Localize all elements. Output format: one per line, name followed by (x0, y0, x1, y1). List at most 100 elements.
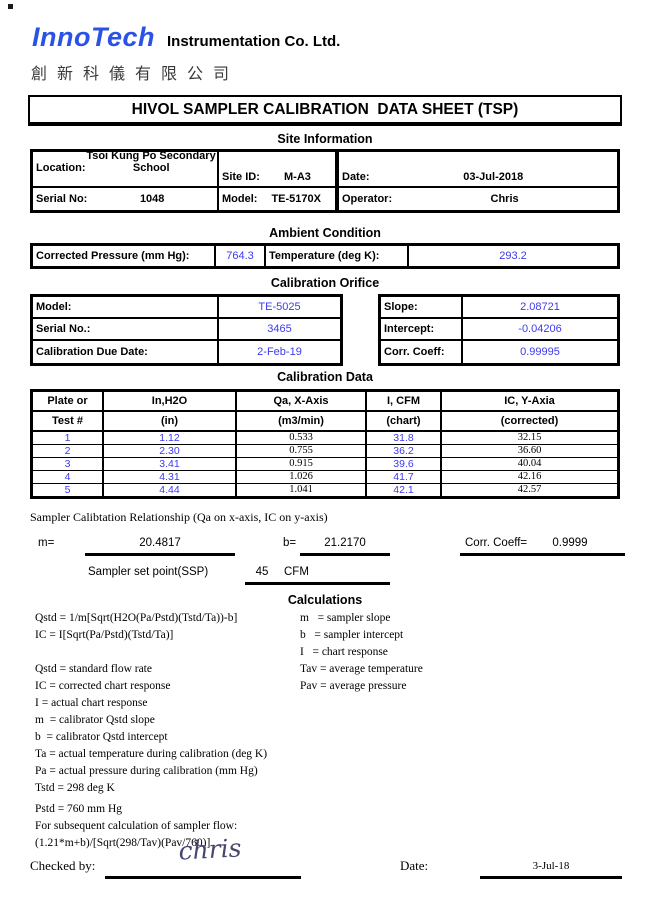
formula-line: (1.21*m+b)/[Sqrt(298/Tav)(Pav/760)] (35, 837, 211, 849)
definition-line: I = actual chart response (35, 697, 148, 709)
sheet-title: HIVOL SAMPLER CALIBRATION DATA SHEET (TS… (131, 100, 519, 118)
operator-label: Operator: (342, 193, 393, 205)
cell-qa: 0.915 (237, 458, 367, 470)
orifice-left-table: Model: TE-5025 Serial No.: 3465 Calibrat… (30, 294, 343, 366)
definition-line: b = sampler intercept (300, 629, 404, 641)
serial-no-cell: Serial No: 1048 (33, 188, 219, 210)
cell-qa: 1.041 (237, 484, 367, 496)
orifice-due-date-label: Calibration Due Date: (36, 346, 148, 358)
b-label: b= (283, 537, 297, 549)
table-row: Serial No.: 3465 (33, 319, 340, 341)
model-value: TE-5170X (271, 193, 321, 205)
blank-line (35, 644, 300, 661)
corr-coeff-result-label: Corr. Coeff= (465, 537, 528, 549)
calculations-right-column: m = sampler slope b = sampler intercept … (300, 610, 580, 695)
cell-i-cfm: 42.1 (367, 484, 442, 496)
relationship-title: Sampler Calibtation Relationship (Qa on … (30, 510, 328, 524)
cell-in-h2o: 1.12 (104, 432, 237, 444)
cell-ic: 36.60 (517, 445, 542, 456)
definition-line: IC = corrected chart response (35, 680, 171, 692)
pressure-value: 764.3 (226, 250, 254, 262)
sampler-set-point-unit: CFM (284, 566, 309, 578)
slope-label: Slope: (384, 301, 418, 313)
cell-in-h2o: 3.41 (104, 458, 237, 470)
date-value: 03-Jul-2018 (463, 171, 524, 183)
calculations-left-column: Qstd = 1/m[Sqrt(H2O(Pa/Pstd)(Tstd/Ta))-b… (35, 610, 300, 797)
serial-no-label: Serial No: (36, 193, 88, 205)
site-id-label: Site ID: (222, 171, 260, 183)
site-id-value: M-A3 (284, 171, 311, 183)
section-title-calibration-data: Calibration Data (277, 370, 373, 384)
sampler-set-point-value: 45 (255, 566, 269, 578)
location-line2: Location: School (33, 162, 217, 174)
cell-i-cfm: 31.8 (367, 432, 442, 444)
cell-in-h2o: 2.30 (104, 445, 237, 457)
signature: chris (177, 833, 243, 866)
section-title-site-information: Site Information (277, 132, 373, 146)
definition-line: b = calibrator Qstd intercept (35, 731, 168, 743)
site-id-cell: Site ID: M-A3 (219, 152, 339, 186)
company-name: Instrumentation Co. Ltd. (167, 33, 341, 50)
operator-value: Chris (490, 193, 519, 205)
table-header-row: Plate or In,H2O Qa, X-Axis I, CFM IC, Y-… (33, 392, 617, 412)
cell-test: 1 (33, 432, 104, 444)
scan-speck (8, 4, 13, 9)
m-value: 20.4817 (139, 537, 181, 549)
formula-line: IC = I[Sqrt(Pa/Pstd)(Tstd/Ta)] (35, 629, 174, 641)
note-line: For subsequent calculation of sampler fl… (35, 820, 238, 832)
sampler-set-point-underline (245, 582, 390, 585)
company-header: InnoTech Instrumentation Co. Ltd. (32, 22, 340, 53)
corr-coeff-label: Corr. Coeff: (384, 346, 445, 358)
table-row: Intercept: -0.04206 (381, 319, 617, 341)
cell-ic: 42.16 (517, 471, 542, 482)
definition-line: Qstd = standard flow rate (35, 663, 152, 675)
calculations-footer: Pstd = 760 mm Hg For subsequent calculat… (35, 801, 435, 852)
definition-line: Pa = actual pressure during calibration … (35, 765, 258, 777)
table-row: Calibration Due Date: 2-Feb-19 (33, 341, 340, 363)
cell-test: 4 (33, 471, 104, 483)
cell-test: 5 (33, 484, 104, 496)
date-label: Date: (342, 171, 370, 183)
section-title-calculations: Calculations (287, 593, 363, 607)
column-header: Plate or (33, 392, 104, 410)
cell-test: 3 (33, 458, 104, 470)
sampler-set-point-label: Sampler set point(SSP) (88, 566, 209, 578)
temperature-value: 293.2 (499, 250, 527, 262)
column-header: Qa, X-Axis (237, 392, 367, 410)
signoff-date-label: Date: (400, 858, 429, 873)
definition-line: Tav = average temperature (300, 663, 423, 675)
checked-by-label: Checked by: (30, 858, 96, 873)
model-label: Model: (222, 193, 258, 205)
table-row: 3 3.41 0.915 39.6 40.04 (33, 458, 617, 471)
column-header: (chart) (367, 412, 442, 430)
table-row: Corr. Coeff: 0.99995 (381, 341, 617, 363)
corr-coeff-underline (460, 553, 625, 556)
orifice-serial-label: Serial No.: (36, 323, 91, 335)
slope-value: 2.08721 (520, 301, 560, 313)
table-header-row: Test # (in) (m3/min) (chart) (corrected) (33, 412, 617, 432)
definition-line: m = sampler slope (300, 612, 391, 624)
site-information-table: Tsoi Kung Po Secondary Location: School … (30, 149, 620, 213)
orifice-model-label: Model: (36, 301, 72, 313)
pressure-label-cell: Corrected Pressure (mm Hg): (33, 246, 216, 266)
checked-by-underline (105, 876, 301, 879)
column-header: Test # (33, 412, 104, 430)
sheet-title-box: HIVOL SAMPLER CALIBRATION DATA SHEET (TS… (28, 95, 622, 126)
table-row: Serial No: 1048 Model: TE-5170X Operator… (33, 188, 617, 210)
temperature-value-cell: 293.2 (409, 246, 617, 266)
b-value: 21.2170 (324, 537, 366, 549)
table-row: Tsoi Kung Po Secondary Location: School … (33, 150, 617, 188)
company-logo: InnoTech (32, 22, 155, 52)
table-row: 1 1.12 0.533 31.8 32.15 (33, 432, 617, 445)
signoff-date-underline (480, 876, 622, 879)
cell-i-cfm: 41.7 (367, 471, 442, 483)
section-title-calibration-orifice: Calibration Orifice (270, 276, 380, 290)
cell-ic: 40.04 (517, 458, 542, 469)
signoff-date-value: 3-Jul-18 (532, 860, 570, 872)
serial-no-value: 1048 (139, 193, 165, 205)
company-name-chinese: 創新科儀有限公司 (31, 66, 240, 83)
table-row: 2 2.30 0.755 36.2 36.60 (33, 445, 617, 458)
table-row: Slope: 2.08721 (381, 297, 617, 319)
column-header: (m3/min) (237, 412, 367, 430)
